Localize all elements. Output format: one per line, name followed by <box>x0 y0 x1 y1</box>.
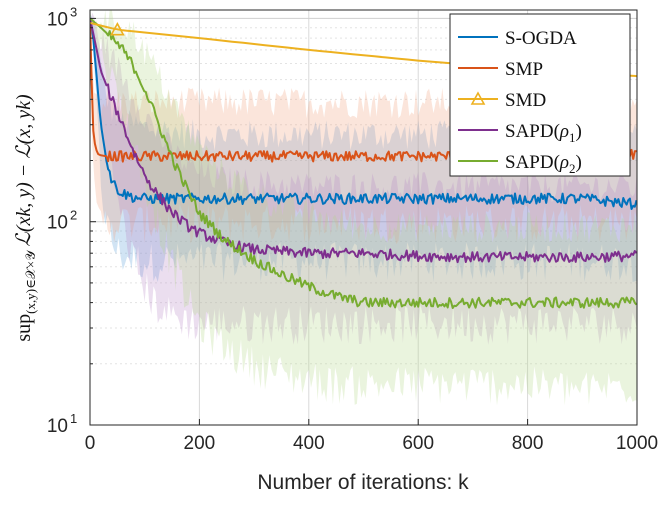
y-axis-label-sub: (x,y)∈𝒳×𝒴 <box>23 250 38 314</box>
x-tick-label: 1000 <box>616 433 658 454</box>
band-sapd-2- <box>90 10 637 406</box>
legend-label: S-OGDA <box>505 28 577 49</box>
legend-label: SAPD(ρ2) <box>505 152 582 176</box>
x-tick-label: 200 <box>184 433 216 454</box>
legend-marker <box>470 91 486 105</box>
series-line-sapd-2- <box>90 17 637 309</box>
series-line-sapd-1- <box>90 18 637 264</box>
confidence-bands <box>90 10 637 406</box>
legend-item-smd: SMD <box>458 90 546 111</box>
y-axis-label-rest: ℒ(xk, y) − ℒ(x, yk) <box>13 94 35 247</box>
svg-text:sup(x,y)∈𝒳×𝒴ℒ(xk, y) − ℒ(x,: sup(x,y)∈𝒳×𝒴 ℒ(xk, y) − ℒ(x, yk) <box>13 94 38 342</box>
y-tick-label-exponent: 1 <box>70 411 77 426</box>
legend: S-OGDA SMP SMD SAPD(ρ1) SAPD(ρ2) <box>449 13 631 177</box>
band-s-ogda <box>90 13 637 282</box>
legend-item-smp: SMP <box>458 59 543 80</box>
series-marker-smd <box>110 22 125 36</box>
plot-frame <box>89 9 638 426</box>
y-tick-label: 10 <box>47 416 68 437</box>
legend-item-sapd-2-: SAPD(ρ2) <box>458 152 582 176</box>
x-axis-label: Number of iterations: k <box>257 471 469 494</box>
legend-item-sapd-1-: SAPD(ρ1) <box>458 121 582 145</box>
y-tick-label: 10 <box>47 213 68 234</box>
legend-label: SMP <box>505 59 543 80</box>
x-tick-label: 600 <box>402 433 434 454</box>
band-smp <box>90 22 637 245</box>
y-tick-label-exponent: 3 <box>70 4 77 19</box>
x-tick-label: 400 <box>293 433 325 454</box>
legend-label: SAPD(ρ1) <box>505 121 582 145</box>
y-axis-label: sup(x,y)∈𝒳×𝒴 ℒ(xk, y) − ℒ(x, yk) <box>13 94 38 342</box>
y-tick-label-exponent: 2 <box>70 208 77 223</box>
y-axis-label-sup: sup <box>13 314 35 342</box>
x-tick-label: 800 <box>512 433 544 454</box>
band-sapd-1- <box>90 12 637 345</box>
y-tick-label: 10 <box>47 9 68 30</box>
legend-label: SMD <box>505 90 546 111</box>
legend-item-s-ogda: S-OGDA <box>458 28 577 49</box>
x-tick-label: 0 <box>85 433 96 454</box>
series-line-s-ogda <box>90 18 637 210</box>
